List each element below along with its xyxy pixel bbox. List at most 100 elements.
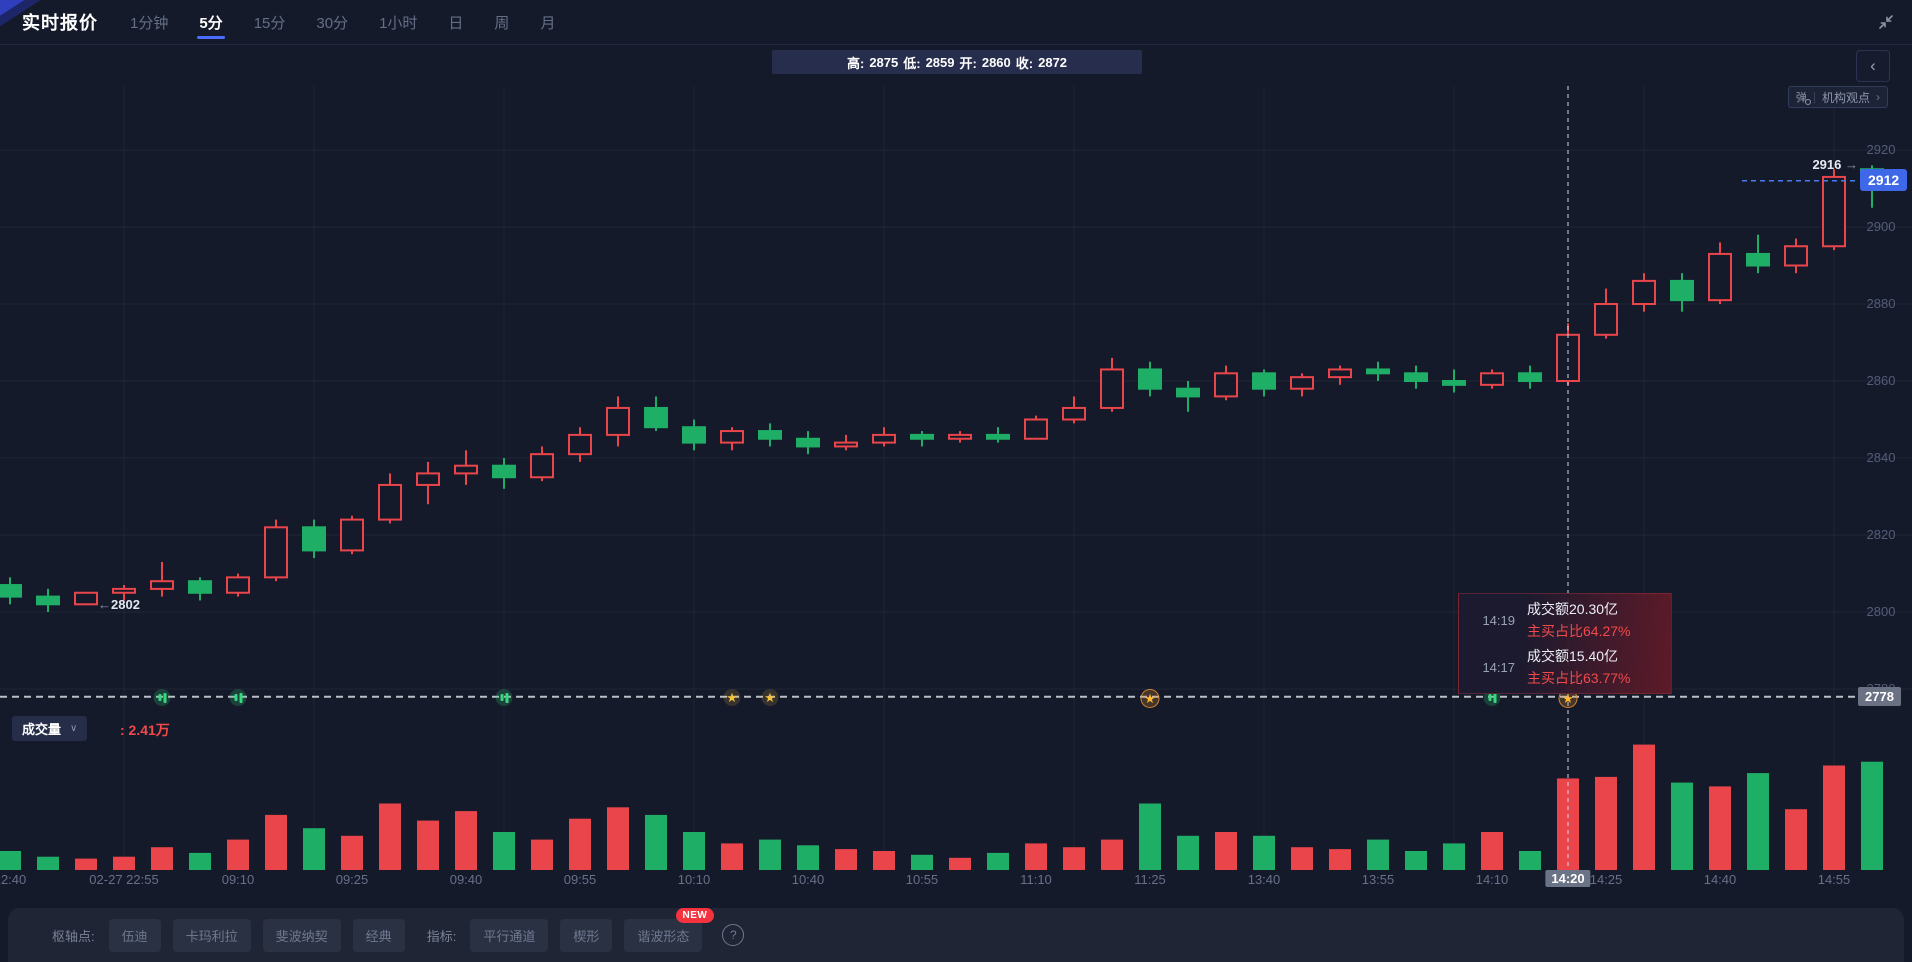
candle-body [1670,279,1694,302]
time-axis-label: 22:40 [0,872,27,887]
institution-view-label: 机构观点 [1821,90,1870,105]
volume-bar [1671,782,1693,870]
signal-icon-green-candles[interactable] [495,689,513,706]
candle-body [1290,376,1314,390]
signal-icon-green-candles[interactable] [229,689,247,706]
volume-indicator-dropdown[interactable]: 成交量 ∨ [12,716,88,741]
candle-body [112,587,136,594]
low-value: 2859 [925,54,955,70]
candle-body [644,406,668,429]
time-axis-label: 14:55 [1817,872,1851,887]
candle-body [1176,387,1200,398]
new-badge: NEW [675,907,715,923]
volume-bar [1747,773,1769,870]
candle-body [1594,303,1618,336]
tab-5分[interactable]: 5分 [197,0,224,44]
tool-button-斐波纳契[interactable]: 斐波纳契 [262,918,341,952]
volume-bar [1785,809,1807,870]
signal-icon-star[interactable]: ★ [761,689,779,706]
candle-body [1138,368,1162,390]
open-label: 开: [959,55,977,71]
time-axis-label: 09:25 [335,872,369,887]
candle-body [796,437,820,448]
tab-30分[interactable]: 30分 [316,14,349,32]
volume-bar [151,847,173,870]
candle-body [1100,368,1124,409]
volume-bar [189,852,211,870]
candle-body [302,526,326,552]
tab-月[interactable]: 月 [540,14,556,32]
time-axis-label-selected: 14:20 [1545,870,1591,887]
candle-body [530,453,554,479]
candle-body [1632,279,1656,305]
tab-日[interactable]: 日 [448,14,464,32]
tooltip-time: 14:19 [1482,612,1515,628]
help-button[interactable]: ? [722,924,745,946]
price-axis-label: 2920 [1866,142,1896,157]
collapse-icon[interactable] [1876,12,1896,32]
tab-周[interactable]: 周 [494,14,510,32]
signal-icon-star[interactable]: ★ [723,689,741,706]
timeframe-tabs: 1分钟 5分 15分 30分 1小时 日 周 月 [128,0,557,44]
institution-view-button[interactable]: 弹 | 机构观点 › [1787,86,1888,108]
tab-15分[interactable]: 15分 [253,14,286,32]
candle-body [1214,372,1238,398]
drawing-toolbar: 枢轴点: 伍迪 卡玛利拉 斐波纳契 经典 指标: 平行通道 楔形 谐波形态 NEW ? [8,907,1904,962]
tool-button-谐波形态[interactable]: 谐波形态 NEW [624,907,715,952]
time-axis-label: 09:55 [563,872,597,887]
pivot-price-badge: 2778 [1858,687,1901,706]
time-axis-label: 11:25 [1134,872,1166,887]
arrow-right-icon: → [1845,157,1858,172]
candle-body [226,576,250,594]
volume-bar [1139,803,1161,870]
volume-bar [1215,832,1237,870]
volume-bar [341,835,363,870]
signal-icon-star-ring[interactable]: ★ [1140,689,1160,708]
volume-bar [1025,843,1047,870]
tool-button-楔形[interactable]: 楔形 [560,918,613,952]
volume-bar [531,839,553,870]
candle-body [36,595,60,606]
tab-1分钟[interactable]: 1分钟 [130,14,169,32]
high-value: 2875 [869,54,899,70]
signal-icon-green-candles[interactable] [153,689,171,706]
time-axis-label: 11:10 [1020,872,1052,887]
candle-body [492,464,516,479]
pivot-tools-label: 枢轴点: [52,928,95,944]
time-axis-label: 10:40 [791,872,825,887]
candle-body [948,433,972,440]
trade-flow-tooltip: 14:19 成交额20.30亿 主买占比64.27% 14:17 成交额15.4… [1458,593,1672,694]
close-value: 2872 [1038,54,1068,70]
tool-button-伍迪[interactable]: 伍迪 [108,918,161,952]
price-axis-label: 2820 [1866,527,1896,542]
volume-bar [1063,847,1085,870]
tooltip-row: 14:17 成交额15.40亿 主买占比63.77% [1459,646,1671,688]
tool-button-经典[interactable]: 经典 [352,918,405,952]
volume-bar [797,845,819,870]
volume-bar [683,832,705,870]
ohlc-info-bar: 高: 2875 低: 2859 开: 2860 收: 2872 [772,50,1142,74]
volume-bar [569,818,591,870]
candle-body [1062,406,1086,421]
candle-body [1784,245,1808,267]
time-axis-label: 13:40 [1247,872,1281,887]
tooltip-amount: 成交额20.30亿 [1527,601,1619,617]
volume-bar [265,814,287,870]
tab-1小时[interactable]: 1小时 [379,14,418,32]
time-axis-label: 13:55 [1361,872,1395,887]
volume-bar [1519,851,1541,870]
volume-bar [303,828,325,870]
tool-button-卡玛利拉[interactable]: 卡玛利拉 [172,918,251,952]
time-axis-label: 14:10 [1475,872,1509,887]
danmu-icon: 弹 [1796,89,1811,105]
time-axis-label: 14:25 [1589,872,1623,887]
volume-label: 成交量 [22,722,62,737]
tool-button-平行通道[interactable]: 平行通道 [470,918,549,952]
volume-bar [645,814,667,870]
tooltip-buy-ratio: 主买占比63.77% [1527,670,1631,686]
panel-back-button[interactable]: ‹ [1856,50,1890,82]
session-high-label: 2916 → [1812,157,1858,172]
candle-body [720,430,744,444]
